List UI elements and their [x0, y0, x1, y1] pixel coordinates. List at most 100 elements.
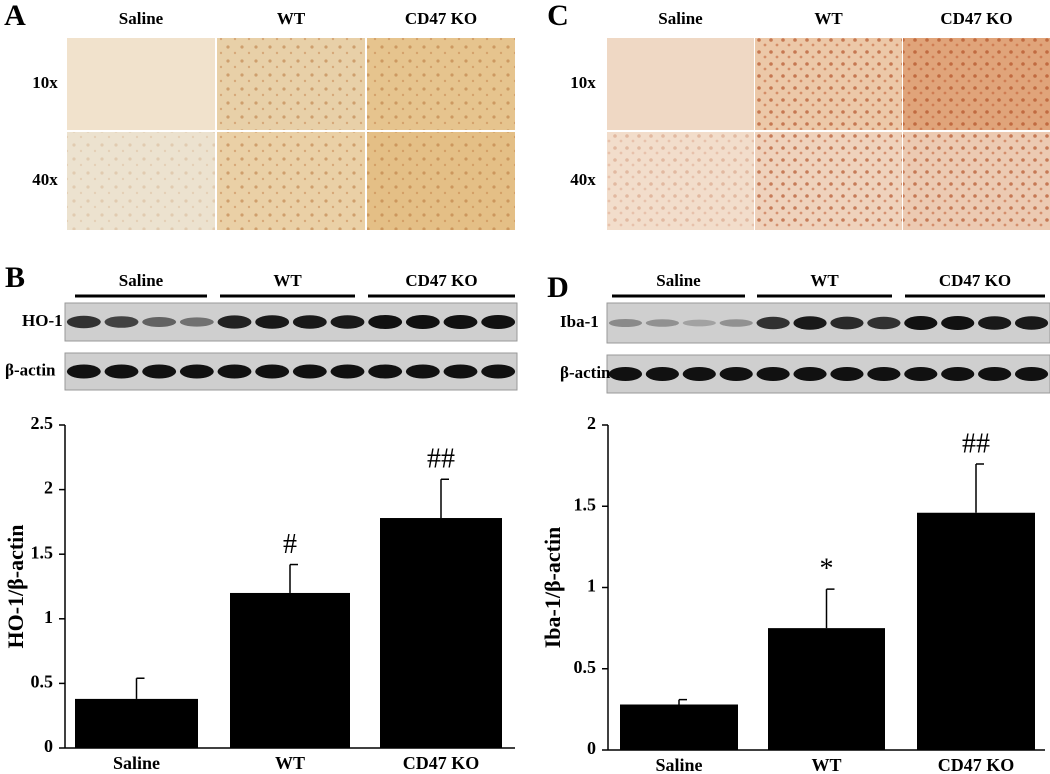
panel-letter: C — [547, 0, 569, 32]
blot-band — [368, 315, 403, 329]
micrograph-texture — [217, 132, 365, 230]
blot-band — [142, 364, 177, 379]
column-label: CD47 KO — [405, 9, 477, 28]
blot-band — [405, 364, 440, 379]
blot-band — [719, 319, 753, 327]
blot — [64, 352, 518, 391]
micrograph — [67, 38, 215, 130]
panel-letter: B — [5, 261, 25, 294]
blot-band — [756, 316, 790, 330]
blot-label: β-actin — [5, 360, 56, 379]
blot-band — [330, 364, 365, 379]
blot-band — [904, 316, 938, 330]
y-tick-label: 1.5 — [574, 494, 597, 514]
row-label: 10x — [570, 73, 596, 92]
blot-band — [645, 319, 679, 327]
blot-band — [255, 364, 290, 379]
blot-band — [978, 316, 1012, 330]
x-tick-label: CD47 KO — [403, 753, 480, 773]
column-label: Saline — [119, 9, 164, 28]
bar — [75, 698, 198, 748]
y-tick-label: 1 — [587, 576, 596, 596]
panel-letter: A — [4, 0, 26, 32]
y-tick-label: 1.5 — [31, 542, 54, 562]
group-label: CD47 KO — [939, 271, 1011, 290]
blot-label: HO-1 — [22, 311, 63, 330]
blot-label: β-actin — [560, 363, 611, 382]
column-label: CD47 KO — [940, 9, 1012, 28]
x-tick-label: CD47 KO — [938, 755, 1015, 774]
blot-band — [179, 317, 214, 327]
micrograph-texture — [67, 132, 215, 230]
blot-band — [368, 364, 403, 379]
micrograph-texture — [903, 132, 1050, 230]
blot-band — [104, 316, 139, 328]
blot-band — [443, 315, 478, 329]
blot-band — [104, 364, 139, 379]
blot-band — [793, 316, 827, 330]
group-label: CD47 KO — [405, 271, 477, 290]
bar — [917, 512, 1035, 750]
blot-band — [443, 364, 478, 379]
micrograph-texture — [607, 132, 754, 230]
blot-band — [793, 367, 827, 381]
blot — [606, 354, 1050, 394]
bar — [380, 518, 502, 748]
bar — [230, 592, 350, 748]
blot-band — [904, 367, 938, 381]
micrograph-texture — [755, 38, 902, 130]
y-tick-label: 1 — [44, 607, 53, 627]
blot-band — [255, 315, 290, 329]
column-label: WT — [277, 9, 306, 28]
row-label: 40x — [32, 170, 58, 189]
blot-band — [978, 367, 1012, 381]
y-tick-label: 0.5 — [574, 657, 597, 677]
blot-band — [66, 364, 101, 379]
y-tick-label: 0.5 — [31, 672, 54, 692]
blot — [606, 302, 1050, 344]
blot-band — [941, 316, 975, 330]
y-axis-label: Iba-1/β-actin — [540, 527, 565, 649]
blot-band — [830, 367, 864, 381]
micrograph-texture — [755, 132, 902, 230]
blot-band — [1014, 367, 1049, 381]
blot — [64, 302, 518, 342]
y-tick-label: 0 — [44, 736, 53, 756]
y-tick-label: 2 — [587, 413, 596, 433]
x-tick-label: Saline — [655, 755, 702, 774]
blot-band — [179, 364, 214, 379]
blot-band — [330, 315, 365, 329]
blot-band — [830, 316, 864, 330]
group-label: Saline — [656, 271, 701, 290]
blot-band — [292, 315, 327, 329]
blot-band — [867, 316, 901, 330]
blot-band — [756, 367, 790, 381]
micrograph-texture — [367, 132, 515, 230]
blot-band — [405, 315, 440, 329]
blot-band — [719, 367, 753, 381]
blot-band — [941, 367, 975, 381]
y-tick-label: 2 — [44, 478, 53, 498]
significance-mark: ## — [427, 444, 455, 475]
y-tick-label: 0 — [587, 738, 596, 758]
significance-mark: * — [820, 554, 834, 585]
blot-band — [217, 315, 252, 329]
panel-letter: D — [547, 271, 569, 304]
blot-band — [481, 315, 516, 329]
blot-label: Iba-1 — [560, 312, 599, 331]
column-label: WT — [814, 9, 843, 28]
bar — [768, 628, 885, 750]
micrograph-texture — [903, 38, 1050, 130]
row-label: 10x — [32, 73, 58, 92]
blot-band — [292, 364, 327, 379]
blot-band — [608, 319, 643, 327]
row-label: 40x — [570, 170, 596, 189]
group-label: WT — [810, 271, 839, 290]
micrograph-texture — [217, 38, 365, 130]
micrograph-texture — [367, 38, 515, 130]
y-axis-label: HO-1/β-actin — [3, 524, 28, 648]
significance-mark: # — [283, 529, 297, 560]
blot-band — [142, 317, 177, 327]
blot-band — [645, 367, 679, 381]
